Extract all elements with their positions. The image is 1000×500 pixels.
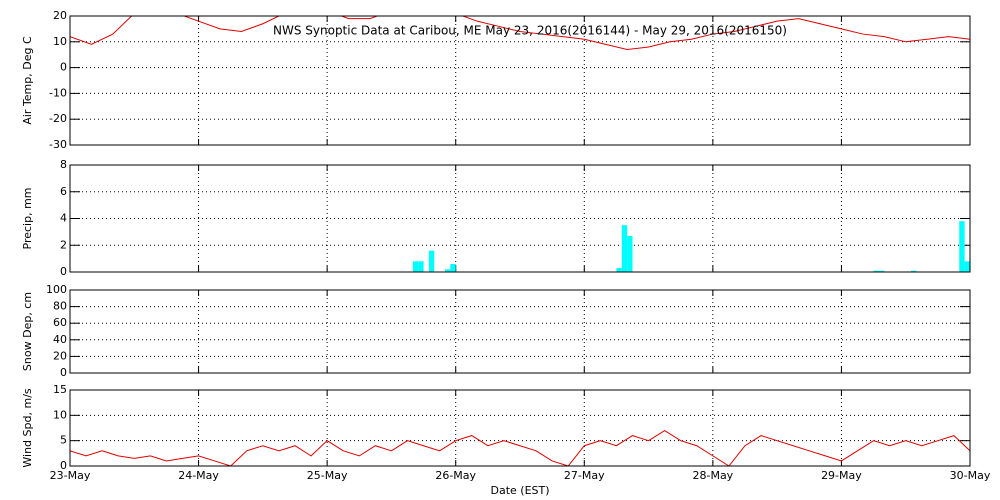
y-tick-label: 80 [53, 300, 67, 313]
plot-frame [69, 164, 971, 273]
x-axis-label: Date (EST) [490, 484, 549, 497]
x-tick-label: 28-May [692, 469, 733, 482]
y-tick-label: 100 [46, 283, 67, 296]
x-tick-label: 30-May [950, 469, 991, 482]
x-tick-label: 24-May [178, 469, 219, 482]
bar [418, 261, 424, 272]
y-axis-label: Snow Dep, cm [21, 292, 34, 371]
y-tick-label: 0 [60, 61, 67, 74]
x-tick-label: 26-May [435, 469, 476, 482]
x-tick-label: 29-May [821, 469, 862, 482]
y-axis-label: Wind Spd, m/s [21, 388, 34, 468]
bar [627, 235, 633, 272]
y-tick-label: 20 [53, 9, 67, 22]
y-tick-label: -30 [49, 138, 67, 151]
line [70, 429, 970, 466]
plot-frame [69, 389, 971, 467]
y-tick-label: 10 [53, 35, 67, 48]
y-axis-label: Air Temp, Deg C [21, 36, 34, 125]
bar [964, 261, 970, 272]
bar [616, 267, 622, 272]
y-tick-label: 60 [53, 316, 67, 329]
y-tick-label: 40 [53, 333, 67, 346]
bar [621, 225, 628, 272]
bar [959, 221, 965, 272]
y-tick-label: 0 [60, 366, 67, 379]
y-axis-label: Precip, mm [21, 188, 34, 250]
chart-title: NWS Synoptic Data at Caribou, ME May 23,… [273, 24, 787, 38]
y-tick-label: -10 [49, 86, 67, 99]
y-tick-label: -20 [49, 112, 67, 125]
y-tick-label: 0 [60, 459, 67, 472]
y-tick-label: 6 [60, 185, 67, 198]
bar [911, 270, 917, 272]
bar [428, 250, 435, 272]
bar [412, 261, 419, 272]
y-tick-label: 20 [53, 349, 67, 362]
y-tick-label: 4 [60, 212, 67, 225]
y-tick-label: 8 [60, 158, 67, 171]
x-tick-label: 23-May [50, 469, 91, 482]
plot-frame [69, 289, 971, 374]
y-tick-label: 15 [53, 383, 67, 396]
bar [450, 263, 456, 272]
bar [445, 269, 451, 272]
plot-frame [69, 15, 971, 146]
y-tick-label: 2 [60, 238, 67, 251]
line [70, 16, 970, 51]
x-tick-label: 25-May [307, 469, 348, 482]
y-tick-label: 0 [60, 265, 67, 278]
y-tick-label: 5 [60, 434, 67, 447]
y-tick-label: 10 [53, 408, 67, 421]
x-tick-label: 27-May [564, 469, 605, 482]
bar [873, 270, 879, 272]
bar [878, 270, 885, 272]
